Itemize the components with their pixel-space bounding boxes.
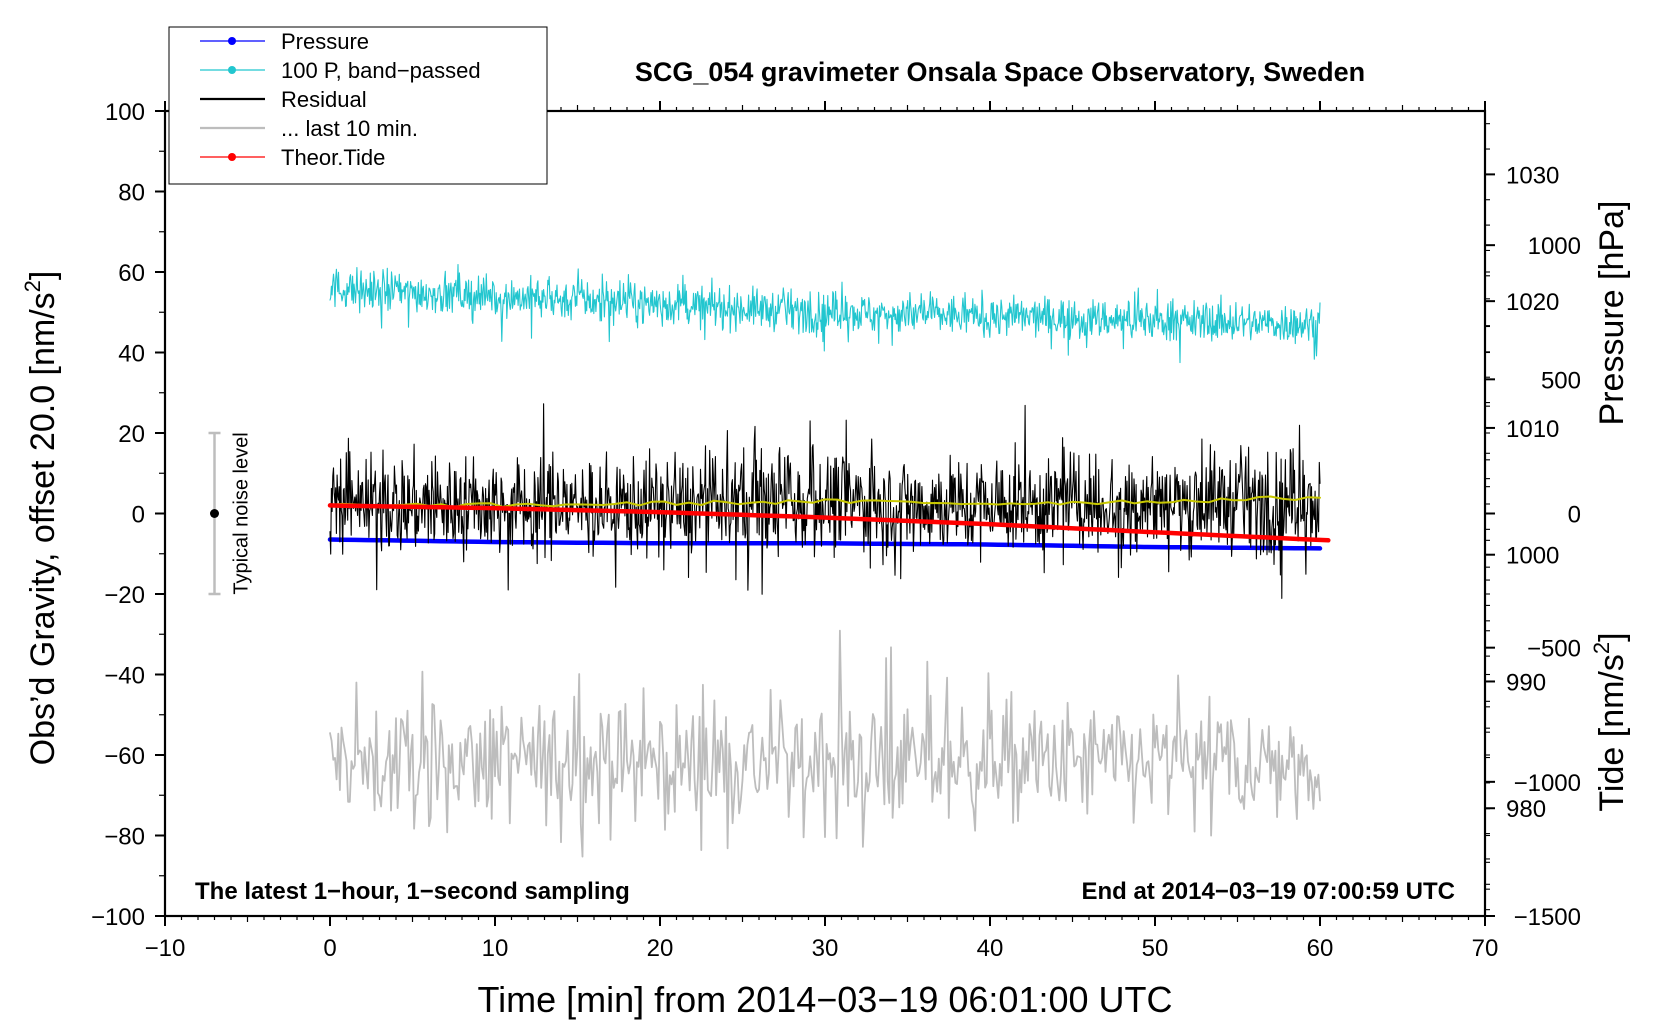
series-100-p-band-passed xyxy=(329,263,1321,364)
y-axis-label-pressure: Pressure [hPa] xyxy=(1593,201,1631,426)
y-tick-label: −100 xyxy=(91,904,145,931)
legend-marker xyxy=(228,37,236,45)
x-tick-label: 20 xyxy=(647,935,674,962)
y-tick-label: 0 xyxy=(132,502,145,529)
tide-tick-label: 500 xyxy=(1541,367,1581,394)
pressure-tick-label: 1000 xyxy=(1506,543,1559,570)
series-last-10-min xyxy=(329,629,1321,858)
annotation-right: End at 2014−03−19 07:00:59 UTC xyxy=(1081,878,1455,905)
y-tick-label: 80 xyxy=(118,180,145,207)
y-tick-label: 60 xyxy=(118,260,145,287)
noise-center-dot xyxy=(210,509,219,518)
y-tick-label: −60 xyxy=(104,743,145,770)
legend-label: 100 P, band−passed xyxy=(281,58,481,83)
y-tick-label: 40 xyxy=(118,341,145,368)
x-tick-label: −10 xyxy=(145,935,186,962)
y-tick-label: 20 xyxy=(118,421,145,448)
noise-level-indicator: Typical noise level xyxy=(208,431,253,596)
series-layer xyxy=(327,263,1331,858)
series-theor-tide xyxy=(327,503,1331,543)
chart-title: SCG_054 gravimeter Onsala Space Observat… xyxy=(635,57,1365,87)
tide-tick-label: −1000 xyxy=(1514,770,1581,797)
legend-label: ... last 10 min. xyxy=(281,116,418,141)
x-tick-label: 50 xyxy=(1142,935,1169,962)
legend-label: Pressure xyxy=(281,29,369,54)
x-tick-label: 30 xyxy=(812,935,839,962)
tide-tick-label: 0 xyxy=(1568,502,1581,529)
y-tick-label: 100 xyxy=(105,99,145,126)
y-axis-label-tide: Tide [nm/s2] xyxy=(1589,632,1631,811)
annotation-left: The latest 1−hour, 1−second sampling xyxy=(195,878,630,905)
legend-marker xyxy=(228,66,236,74)
x-tick-label: 10 xyxy=(482,935,509,962)
pressure-tick-label: 1030 xyxy=(1506,162,1559,189)
series-pressure xyxy=(327,537,1323,551)
tide-tick-label: 1000 xyxy=(1528,233,1581,260)
x-tick-label: 70 xyxy=(1472,935,1499,962)
x-tick-label: 0 xyxy=(323,935,336,962)
legend-marker xyxy=(228,153,236,161)
axis-ticks: −10 0 10 20 30 40 50 60 70100806040200−20−40−60−… xyxy=(91,99,1581,962)
y-axis-label-left: Obs’d Gravity, offset 20.0 [nm/s2] xyxy=(20,271,62,766)
tide-tick-label: −500 xyxy=(1527,636,1581,663)
pressure-tick-label: 1020 xyxy=(1506,289,1559,316)
y-tick-label: −20 xyxy=(104,582,145,609)
legend-label: Residual xyxy=(281,87,367,112)
pressure-tick-label: 1010 xyxy=(1506,416,1559,443)
y-tick-label: −80 xyxy=(104,824,145,851)
x-tick-label: 60 xyxy=(1307,935,1334,962)
noise-level-label: Typical noise level xyxy=(231,432,253,594)
series-residual-smoothed xyxy=(329,495,1321,509)
y-tick-label: −40 xyxy=(104,663,145,690)
pressure-tick-label: 990 xyxy=(1506,669,1546,696)
tide-tick-label: −1500 xyxy=(1514,904,1581,931)
x-axis-label: Time [min] from 2014−03−19 06:01:00 UTC xyxy=(477,979,1172,1020)
x-tick-label: 40 xyxy=(977,935,1004,962)
legend: Pressure 100 P, band−passed Residual ... la… xyxy=(168,26,548,185)
pressure-tick-label: 980 xyxy=(1506,796,1546,823)
legend-label: Theor.Tide xyxy=(281,145,385,170)
